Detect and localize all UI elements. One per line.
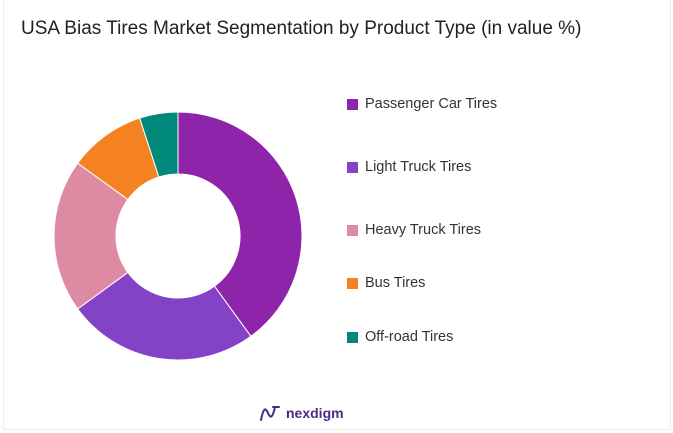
legend-item: Light Truck Tires bbox=[347, 159, 471, 175]
legend-swatch bbox=[347, 98, 358, 110]
brand-footer: nexdigm bbox=[259, 404, 344, 422]
legend-label: Off-road Tires bbox=[365, 329, 454, 345]
legend-swatch bbox=[347, 277, 358, 289]
chart-frame bbox=[3, 0, 671, 430]
legend-item: Heavy Truck Tires bbox=[347, 222, 481, 238]
legend-label: Heavy Truck Tires bbox=[365, 222, 482, 238]
brand-name: nexdigm bbox=[286, 405, 344, 421]
legend-label: Light Truck Tires bbox=[365, 159, 472, 175]
slice-heavy-truck-tires bbox=[53, 162, 129, 310]
slice-light-truck-tires bbox=[76, 271, 252, 361]
slice-off-road-tires bbox=[139, 111, 179, 178]
legend-item: Passenger Car Tires bbox=[347, 96, 497, 112]
slice-passenger-car-tires bbox=[177, 111, 303, 338]
legend-label: Bus Tires bbox=[365, 275, 426, 291]
legend-swatch bbox=[347, 161, 358, 173]
legend-item: Off-road Tires bbox=[347, 329, 453, 345]
legend-swatch bbox=[347, 331, 358, 343]
legend-item: Bus Tires bbox=[347, 275, 425, 291]
nexdigm-logo-icon bbox=[260, 406, 280, 421]
legend-label: Passenger Car Tires bbox=[365, 96, 498, 112]
legend-swatch bbox=[347, 224, 358, 236]
chart-title: USA Bias Tires Market Segmentation by Pr… bbox=[21, 18, 582, 39]
